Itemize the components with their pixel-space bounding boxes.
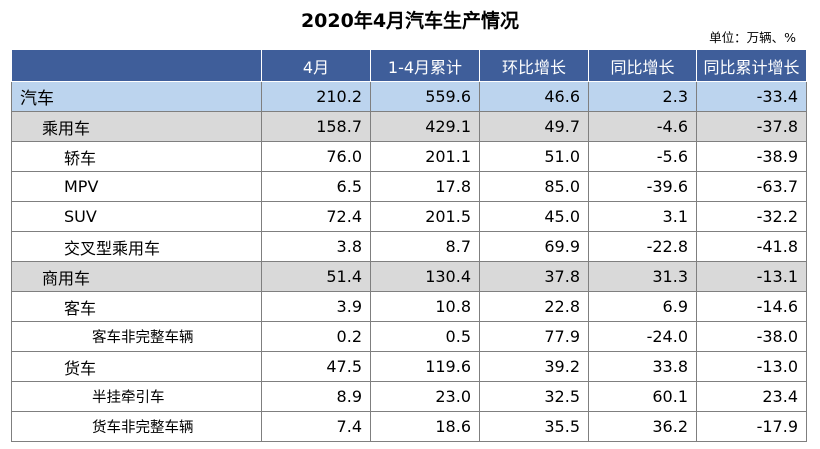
header-cell: 1-4月累计: [370, 49, 480, 82]
row-label: 货车: [11, 351, 262, 382]
page-title: 2020年4月汽车生产情况: [300, 10, 520, 32]
value-cell: -14.6: [696, 291, 807, 322]
table-row: SUV 72.4 201.5 45.0 3.1 -32.2: [11, 201, 807, 232]
row-label: 商用车: [11, 261, 262, 292]
table-body: 汽车 210.2 559.6 46.6 2.3 -33.4 乘用车 158.7 429.1 49.…: [11, 81, 807, 442]
value-cell: 201.5: [370, 201, 480, 232]
value-cell: -33.4: [696, 81, 807, 112]
value-cell: 23.0: [370, 381, 480, 412]
value-cell: 6.5: [261, 171, 371, 202]
value-cell: -63.7: [696, 171, 807, 202]
table-row: 货车 47.5 119.6 39.2 33.8 -13.0: [11, 351, 807, 382]
value-cell: 36.2: [588, 411, 697, 442]
value-cell: 51.0: [479, 141, 589, 172]
value-cell: 31.3: [588, 261, 697, 292]
value-cell: 210.2: [261, 81, 371, 112]
value-cell: 18.6: [370, 411, 480, 442]
value-cell: 559.6: [370, 81, 480, 112]
value-cell: 6.9: [588, 291, 697, 322]
value-cell: 22.8: [479, 291, 589, 322]
value-cell: 3.8: [261, 231, 371, 262]
value-cell: 17.8: [370, 171, 480, 202]
value-cell: 69.9: [479, 231, 589, 262]
value-cell: 60.1: [588, 381, 697, 412]
value-cell: 130.4: [370, 261, 480, 292]
value-cell: 119.6: [370, 351, 480, 382]
value-cell: -13.1: [696, 261, 807, 292]
value-cell: 51.4: [261, 261, 371, 292]
table-row: 客车 3.9 10.8 22.8 6.9 -14.6: [11, 291, 807, 322]
value-cell: -37.8: [696, 111, 807, 142]
value-cell: -22.8: [588, 231, 697, 262]
table-row: 货车非完整车辆 7.4 18.6 35.5 36.2 -17.9: [11, 411, 807, 442]
row-label: MPV: [11, 171, 262, 202]
row-label: 汽车: [11, 81, 262, 112]
value-cell: 32.5: [479, 381, 589, 412]
value-cell: 39.2: [479, 351, 589, 382]
value-cell: -5.6: [588, 141, 697, 172]
value-cell: 72.4: [261, 201, 371, 232]
header-cell: 4月: [261, 49, 371, 82]
value-cell: 2.3: [588, 81, 697, 112]
value-cell: 158.7: [261, 111, 371, 142]
table-row: 客车非完整车辆 0.2 0.5 77.9 -24.0 -38.0: [11, 321, 807, 352]
value-cell: -39.6: [588, 171, 697, 202]
value-cell: -13.0: [696, 351, 807, 382]
value-cell: 429.1: [370, 111, 480, 142]
value-cell: 47.5: [261, 351, 371, 382]
header-cell: 同比累计增长: [696, 49, 807, 82]
value-cell: 201.1: [370, 141, 480, 172]
header-cell: 环比增长: [479, 49, 589, 82]
table-row: 乘用车 158.7 429.1 49.7 -4.6 -37.8: [11, 111, 807, 142]
value-cell: 8.7: [370, 231, 480, 262]
table-row: 半挂牵引车 8.9 23.0 32.5 60.1 23.4: [11, 381, 807, 412]
value-cell: 23.4: [696, 381, 807, 412]
header-row: 4月 1-4月累计 环比增长 同比增长 同比累计增长: [11, 49, 807, 82]
production-table: 4月 1-4月累计 环比增长 同比增长 同比累计增长 汽车 210.2 559.6 4…: [11, 49, 807, 442]
table-row: 轿车 76.0 201.1 51.0 -5.6 -38.9: [11, 141, 807, 172]
value-cell: 45.0: [479, 201, 589, 232]
row-label: 乘用车: [11, 111, 262, 142]
value-cell: 10.8: [370, 291, 480, 322]
value-cell: 33.8: [588, 351, 697, 382]
table-row: MPV 6.5 17.8 85.0 -39.6 -63.7: [11, 171, 807, 202]
value-cell: 3.1: [588, 201, 697, 232]
value-cell: -32.2: [696, 201, 807, 232]
header-cell: [11, 49, 262, 82]
value-cell: 46.6: [479, 81, 589, 112]
header-cell: 同比增长: [588, 49, 697, 82]
value-cell: 3.9: [261, 291, 371, 322]
value-cell: -38.9: [696, 141, 807, 172]
row-label: SUV: [11, 201, 262, 232]
value-cell: 35.5: [479, 411, 589, 442]
row-label: 交叉型乘用车: [11, 231, 262, 262]
unit-label: 单位：万辆、%: [709, 30, 796, 45]
row-label: 客车: [11, 291, 262, 322]
value-cell: 49.7: [479, 111, 589, 142]
value-cell: 85.0: [479, 171, 589, 202]
row-label: 客车非完整车辆: [11, 321, 262, 352]
value-cell: 77.9: [479, 321, 589, 352]
value-cell: -41.8: [696, 231, 807, 262]
table-row: 交叉型乘用车 3.8 8.7 69.9 -22.8 -41.8: [11, 231, 807, 262]
row-label: 半挂牵引车: [11, 381, 262, 412]
value-cell: 7.4: [261, 411, 371, 442]
value-cell: 8.9: [261, 381, 371, 412]
value-cell: -4.6: [588, 111, 697, 142]
value-cell: 0.5: [370, 321, 480, 352]
table-row: 商用车 51.4 130.4 37.8 31.3 -13.1: [11, 261, 807, 292]
row-label: 轿车: [11, 141, 262, 172]
table-row: 汽车 210.2 559.6 46.6 2.3 -33.4: [11, 81, 807, 112]
value-cell: 37.8: [479, 261, 589, 292]
value-cell: -24.0: [588, 321, 697, 352]
value-cell: 0.2: [261, 321, 371, 352]
value-cell: -17.9: [696, 411, 807, 442]
value-cell: -38.0: [696, 321, 807, 352]
row-label: 货车非完整车辆: [11, 411, 262, 442]
value-cell: 76.0: [261, 141, 371, 172]
